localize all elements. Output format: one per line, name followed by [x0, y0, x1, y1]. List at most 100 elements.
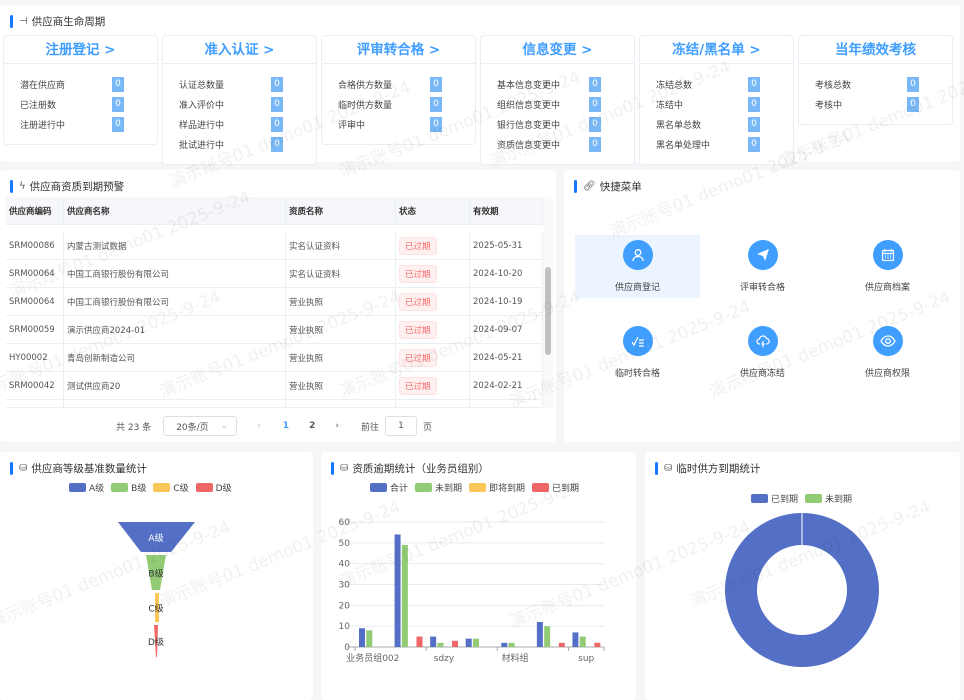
stat-badge[interactable]: 0	[271, 96, 283, 112]
quick-menu-item[interactable]: 供应商权限	[825, 321, 950, 384]
quick-menu-label: 供应商登记	[614, 283, 660, 293]
stat-badge[interactable]: 0	[589, 116, 601, 132]
legend-label[interactable]: 未到期	[435, 484, 463, 494]
stat-badge[interactable]: 0	[589, 76, 601, 92]
next-page-button[interactable]: ›	[335, 421, 339, 431]
stat-badge[interactable]: 0	[430, 116, 442, 132]
stat-row: 银行信息变更中 0	[481, 114, 634, 134]
panel-title: 快捷菜单	[599, 181, 642, 193]
status-badge: 已过期	[399, 292, 437, 311]
legend-label[interactable]: 即将到期	[489, 484, 526, 494]
stat-row: 准入评价中 0	[163, 94, 316, 114]
page-suffix: 页	[422, 422, 432, 433]
table-row[interactable]: SRM00064 中国工商银行股份有限公司 实名认证资料 已过期 2024-10…	[6, 260, 543, 288]
stat-row: 认证总数量 0	[163, 74, 316, 94]
stat-label: 注册进行中	[20, 120, 66, 131]
expiry-date: 2024-09-07	[470, 316, 543, 343]
stat-badge[interactable]: 0	[112, 116, 124, 132]
goto-input[interactable]: 1	[384, 416, 417, 436]
chart-title: 资质逾期统计（业务员组别）	[352, 463, 489, 475]
page-size-select[interactable]: 20条/页 ⌄	[163, 416, 238, 436]
legend-swatch	[751, 494, 768, 503]
quick-menu-item[interactable]: 供应商登记	[575, 235, 700, 298]
card-title-link[interactable]: 评审转合格 >	[322, 36, 475, 64]
scrollbar-thumb[interactable]	[545, 267, 551, 355]
stat-badge[interactable]: 0	[748, 76, 760, 92]
legend-label[interactable]: 已到期	[771, 495, 799, 505]
stat-badge[interactable]: 0	[589, 96, 601, 112]
stat-badge[interactable]: 0	[589, 136, 601, 152]
expiry-date: 2024-02-21	[470, 372, 543, 399]
stat-row: 合格供方数量 0	[322, 74, 475, 94]
eye-icon	[872, 326, 903, 356]
table-row[interactable]: SRM00086 内蒙古测试数据 实名认证资料 已过期 2025-05-31	[6, 232, 543, 260]
stat-badge[interactable]: 0	[271, 76, 283, 92]
quick-menu-item[interactable]: 供应商档案	[825, 235, 950, 298]
stat-badge[interactable]: 0	[430, 76, 442, 92]
stat-row: 黑名单处理中 0	[640, 134, 793, 154]
stat-badge[interactable]: 0	[271, 116, 283, 132]
supplier-name: 中国工商银行股份有限公司	[64, 260, 286, 287]
stat-label: 评审中	[338, 120, 366, 131]
card-title-link[interactable]: 信息变更 >	[481, 36, 634, 64]
stat-badge[interactable]: 0	[112, 96, 124, 112]
table-row[interactable]: SRM00042 测试供应商20 营业执照 已过期 2024-02-21	[6, 372, 543, 400]
stat-badge[interactable]: 0	[271, 136, 283, 152]
stat-badge[interactable]: 0	[112, 76, 124, 92]
stat-row: 基本信息变更中 0	[481, 74, 634, 94]
stat-label: 准入评价中	[179, 100, 225, 111]
table-scrollbar[interactable]	[543, 197, 553, 408]
card-title-link[interactable]: 注册登记 >	[4, 36, 157, 64]
card-title-link[interactable]: 冻结/黑名单 >	[640, 36, 793, 64]
quick-menu-label: 供应商权限	[864, 369, 910, 379]
table-row[interactable]: SRM00064 中国工商银行股份有限公司 营业执照 已过期 2024-10-1…	[6, 288, 543, 316]
stat-badge[interactable]: 0	[748, 116, 760, 132]
col-header[interactable]: 供应商名称	[64, 197, 286, 224]
legend-label[interactable]: C级	[173, 484, 189, 494]
stat-badge[interactable]: 0	[748, 136, 760, 152]
stat-row: 冻结中 0	[640, 94, 793, 114]
database-icon: ⛁	[664, 463, 673, 474]
supplier-code: SRM00064	[6, 260, 64, 287]
quick-menu-label: 供应商档案	[864, 283, 910, 293]
stat-row: 临时供方数量 0	[322, 94, 475, 114]
stat-label: 合格供方数量	[338, 80, 393, 91]
legend-label[interactable]: 合计	[390, 484, 409, 494]
supplier-code: SRM00042	[6, 372, 64, 399]
table-row[interactable]: HY00002 青岛创新制造公司 营业执照 已过期 2024-05-21	[6, 344, 543, 372]
legend-label[interactable]: 已到期	[552, 484, 580, 494]
stat-label: 考核中	[815, 100, 843, 111]
legend-label[interactable]: D级	[215, 484, 232, 494]
col-header[interactable]: 状态	[396, 197, 470, 224]
lifecycle-card: 注册登记 > 潜在供应商 0 已注册数 0 注册进行中 0	[3, 35, 158, 145]
legend-swatch	[415, 483, 433, 492]
col-header[interactable]: 资质名称	[286, 197, 396, 224]
table-row-partial	[6, 400, 543, 407]
stat-label: 资质信息变更中	[497, 140, 561, 151]
stat-badge[interactable]: 0	[748, 96, 760, 112]
quick-menu-item[interactable]: 供应商冻结	[700, 321, 825, 384]
legend-label[interactable]: B级	[131, 484, 147, 494]
card-title-link[interactable]: 准入认证 >	[163, 36, 316, 64]
expiry-date: 2024-10-20	[470, 260, 543, 287]
prev-page-button[interactable]: ‹	[257, 421, 261, 431]
legend-label[interactable]: 未到期	[825, 495, 853, 505]
page-1[interactable]: 1	[282, 421, 290, 431]
stat-badge[interactable]: 0	[430, 96, 442, 112]
chart-title: 临时供方到期统计	[676, 463, 761, 475]
quick-menu-item[interactable]: 评审转合格	[700, 235, 825, 298]
qualification-name: 营业执照	[286, 372, 396, 399]
card-title-link[interactable]: 当年绩效考核	[799, 36, 952, 64]
quick-menu-item[interactable]: 临时转合格	[575, 321, 700, 384]
col-header[interactable]: 供应商编码	[6, 197, 64, 224]
stat-badge[interactable]: 0	[907, 96, 919, 112]
stat-badge[interactable]: 0	[907, 76, 919, 92]
legend-label[interactable]: A级	[89, 484, 105, 494]
col-header[interactable]: 有效期	[470, 197, 543, 224]
table-row[interactable]: SRM00059 演示供应商2024-01 营业执照 已过期 2024-09-0…	[6, 316, 543, 344]
stat-row: 评审中 0	[322, 114, 475, 134]
page-2[interactable]: 2	[309, 421, 316, 431]
stat-label: 冻结总数	[656, 80, 693, 91]
supplier-name: 青岛创新制造公司	[64, 344, 286, 371]
supplier-name: 中国工商银行股份有限公司	[64, 288, 286, 315]
